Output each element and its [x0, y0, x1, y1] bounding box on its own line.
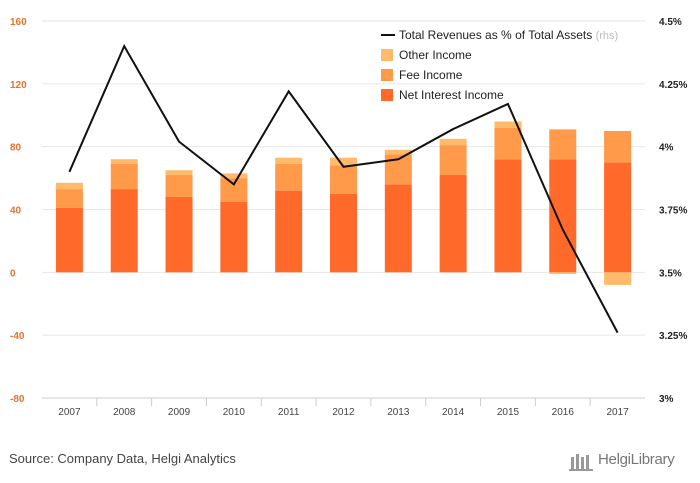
y-tick-label-right: 4.5% [659, 17, 682, 28]
brand-name: HelgiLibrary [598, 451, 675, 468]
y-tick-label-left: 120 [10, 80, 27, 91]
bar-other-income [384, 149, 412, 155]
bar-fee-income [275, 163, 303, 191]
bar-net-interest-income [330, 193, 357, 273]
x-tick-label: 2013 [387, 407, 410, 418]
bar-other-income [330, 157, 357, 166]
legend-axis-note: (rhs) [596, 30, 619, 42]
legend-label: Total Revenues as % of Total Assets (rhs… [399, 28, 618, 42]
bar-fee-income [330, 165, 357, 194]
bar-fee-income [220, 178, 248, 202]
y-tick-label-left: -40 [10, 331, 25, 342]
legend-swatch [381, 49, 393, 61]
y-tick-label-right: 3.75% [659, 206, 687, 217]
y-tick-label-right: 4.25% [659, 80, 687, 91]
bar-net-interest-income [604, 162, 632, 273]
y-tick-label-right: 3% [659, 394, 674, 405]
x-tick-label: 2007 [58, 407, 81, 418]
bar-other-income [439, 138, 467, 146]
bar-net-interest-income [110, 189, 138, 273]
x-tick-label: 2012 [332, 407, 355, 418]
legend: Total Revenues as % of Total Assets (rhs… [381, 28, 618, 102]
bars [55, 121, 632, 285]
x-tick-label: 2014 [442, 407, 465, 418]
bar-other-income [220, 173, 248, 179]
bar-other-income [165, 170, 193, 175]
y-tick-label-left: -80 [10, 394, 25, 405]
chart: 160 120 80 40 0 -40 -80 4.5% 4.25% 4% 3.75% 3.5% 3.… [10, 17, 687, 418]
bar-fee-income [549, 129, 577, 160]
bar-fee-income [55, 189, 83, 208]
brand-logo [569, 454, 593, 471]
bar-fee-income [165, 174, 193, 197]
bar-other-income [110, 159, 138, 164]
bar-net-interest-income [549, 159, 577, 273]
bar-net-interest-income [494, 159, 522, 273]
bar-other-income [549, 272, 577, 274]
x-tick-label: 2016 [552, 407, 575, 418]
bar-net-interest-income [165, 196, 193, 273]
x-tick-label: 2008 [113, 407, 136, 418]
bar-net-interest-income [220, 201, 248, 273]
y-tick-label-left: 40 [10, 206, 22, 217]
y-axis-right: 4.5% 4.25% 4% 3.75% 3.5% 3.25% 3% [659, 17, 687, 405]
y-tick-label-right: 3.5% [659, 268, 682, 279]
x-tick-label: 2010 [223, 407, 246, 418]
x-tick-label: 2015 [497, 407, 520, 418]
y-tick-label-right: 3.25% [659, 331, 687, 342]
legend-label: Fee Income [399, 68, 463, 82]
line-series [68, 43, 619, 334]
y-tick-label-left: 80 [10, 143, 22, 154]
legend-swatch [381, 89, 393, 101]
source-note: Source: Company Data, Helgi Analytics [9, 451, 236, 466]
legend-swatch [381, 69, 393, 81]
library-icon [569, 454, 593, 471]
x-tick-label: 2017 [606, 407, 629, 418]
bar-fee-income [110, 163, 138, 190]
bar-fee-income [604, 130, 632, 163]
legend-label: Net Interest Income [399, 88, 504, 102]
x-axis: 2007 2008 2009 2010 2011 2012 2013 2014 2015 2016… [58, 398, 629, 418]
legend-label: Other Income [399, 48, 472, 62]
y-tick-label-left: 160 [10, 17, 27, 28]
x-tick-label: 2011 [278, 407, 300, 418]
bar-other-income [604, 272, 632, 285]
bar-net-interest-income [275, 190, 303, 273]
bar-fee-income [494, 127, 522, 160]
bar-other-income [275, 157, 303, 164]
bar-net-interest-income [384, 184, 412, 273]
bar-net-interest-income [439, 174, 467, 273]
bar-net-interest-income [55, 207, 83, 273]
bar-other-income [55, 182, 83, 190]
bar-fee-income [439, 145, 467, 175]
y-tick-label-left: 0 [10, 268, 16, 279]
bar-other-income [494, 121, 522, 128]
x-tick-label: 2009 [168, 407, 191, 418]
y-axis-left: 160 120 80 40 0 -40 -80 [10, 17, 27, 405]
line-total-revenues-pct-assets [68, 43, 619, 334]
y-tick-label-right: 4% [659, 143, 674, 154]
